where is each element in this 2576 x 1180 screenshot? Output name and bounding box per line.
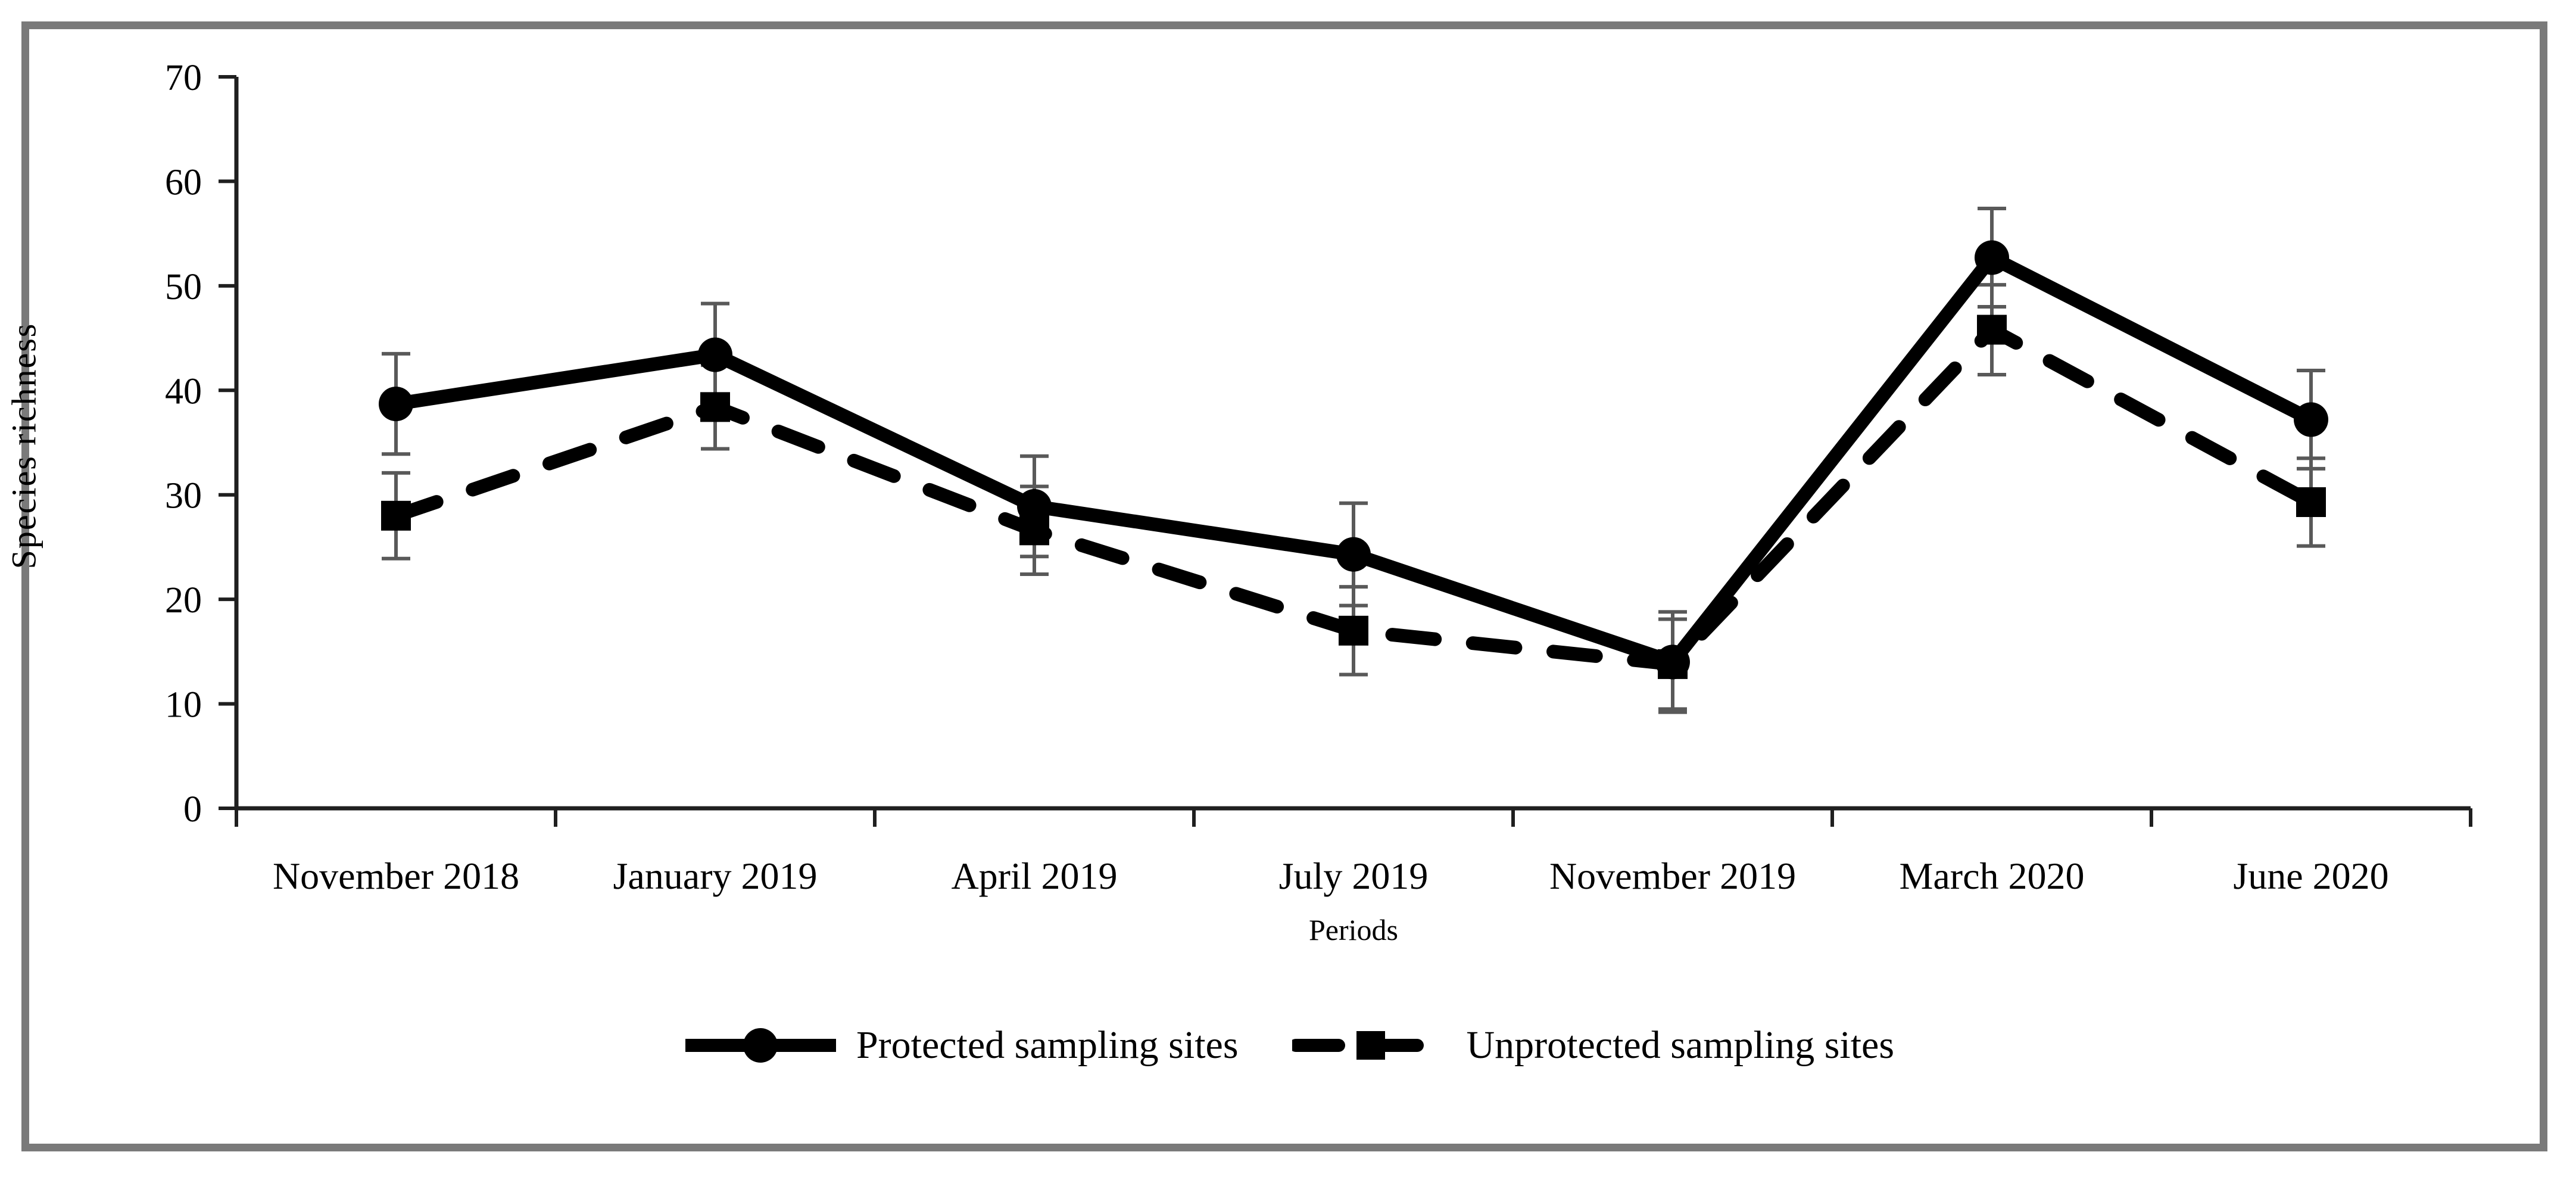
series-group xyxy=(379,240,2328,680)
data-point-protected-sampling-sites xyxy=(1655,645,1690,680)
legend-item-protected: Protected sampling sites xyxy=(682,1022,1239,1069)
y-tick-label: 50 xyxy=(165,267,202,307)
y-tick-label: 40 xyxy=(165,371,202,412)
data-point-unprotected-sampling-sites xyxy=(1977,315,2007,345)
x-category-label: April 2019 xyxy=(951,855,1117,897)
x-category-label: June 2020 xyxy=(2233,855,2388,897)
legend-swatch-solid-line-circle-icon xyxy=(685,1028,836,1063)
x-category-label: November 2019 xyxy=(1549,855,1796,897)
legend: Protected sampling sites Unprotected sam… xyxy=(0,1022,2576,1069)
y-tick-label: 10 xyxy=(165,685,202,726)
legend-label-unprotected: Unprotected sampling sites xyxy=(1466,1023,1895,1067)
x-category-label: March 2020 xyxy=(1899,855,2084,897)
y-tick-label: 70 xyxy=(165,58,202,98)
y-tick-label: 30 xyxy=(165,476,202,516)
legend-swatch-dashed-line-square-icon xyxy=(1292,1031,1450,1060)
tick-labels-group: 0 10 20 30 40 50 60 70 November 2018 January 2019… xyxy=(165,58,2389,897)
x-category-label: January 2019 xyxy=(613,855,817,897)
data-point-unprotected-sampling-sites xyxy=(2296,487,2326,517)
data-point-protected-sampling-sites xyxy=(379,387,413,422)
y-tick-label: 60 xyxy=(165,162,202,203)
data-point-protected-sampling-sites xyxy=(1017,489,1052,524)
y-tick-label: 0 xyxy=(183,789,202,830)
data-point-unprotected-sampling-sites xyxy=(381,500,411,531)
y-tick-label: 20 xyxy=(165,580,202,621)
chart-outer-border xyxy=(21,21,2547,1151)
x-axis-title: Periods xyxy=(1309,913,1398,947)
data-point-unprotected-sampling-sites xyxy=(700,392,730,422)
data-point-protected-sampling-sites xyxy=(1336,537,1371,572)
legend-label-protected: Protected sampling sites xyxy=(856,1023,1239,1067)
axes-group xyxy=(219,75,2472,827)
x-category-label: July 2019 xyxy=(1279,855,1429,897)
data-point-unprotected-sampling-sites xyxy=(1339,615,1368,646)
y-axis-title: Species richness xyxy=(4,322,43,569)
x-category-label: November 2018 xyxy=(273,855,519,897)
data-point-protected-sampling-sites xyxy=(2294,402,2328,437)
data-point-protected-sampling-sites xyxy=(1975,240,2009,275)
data-point-protected-sampling-sites xyxy=(698,337,732,372)
legend-item-unprotected: Unprotected sampling sites xyxy=(1292,1022,1895,1069)
